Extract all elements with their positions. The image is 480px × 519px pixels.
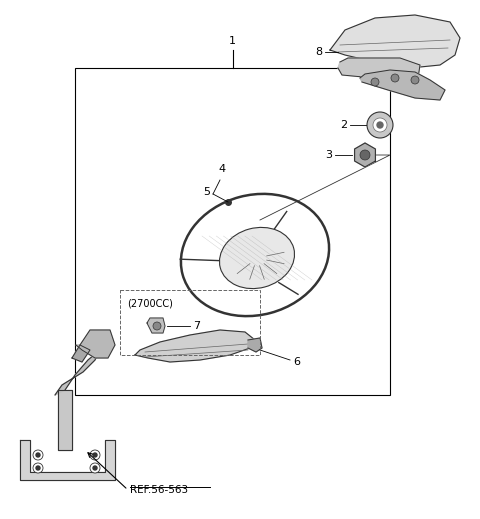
Circle shape [36, 466, 40, 470]
Circle shape [90, 463, 100, 473]
Polygon shape [338, 58, 420, 80]
Ellipse shape [219, 227, 295, 289]
Polygon shape [135, 330, 255, 362]
Bar [120, 290, 260, 355]
Circle shape [33, 463, 43, 473]
Text: REF.56-563: REF.56-563 [130, 485, 188, 495]
Polygon shape [72, 345, 90, 362]
Circle shape [360, 150, 370, 160]
Text: 5: 5 [203, 187, 210, 197]
Circle shape [90, 450, 100, 460]
Text: 1: 1 [229, 36, 236, 46]
Circle shape [93, 453, 97, 457]
Circle shape [367, 112, 393, 138]
Text: 2: 2 [340, 120, 347, 130]
Text: 6: 6 [293, 357, 300, 367]
Text: (2700CC): (2700CC) [127, 298, 173, 308]
Circle shape [36, 453, 40, 457]
Text: 7: 7 [193, 321, 200, 331]
Circle shape [93, 466, 97, 470]
Text: 3: 3 [325, 150, 332, 160]
Text: 4: 4 [218, 164, 226, 174]
Polygon shape [20, 440, 115, 480]
Polygon shape [58, 390, 72, 450]
Bar [75, 68, 390, 395]
Polygon shape [360, 70, 445, 100]
Polygon shape [55, 350, 100, 395]
Text: 8: 8 [315, 47, 322, 57]
Circle shape [33, 450, 43, 460]
Circle shape [391, 74, 399, 82]
Polygon shape [330, 15, 460, 68]
Polygon shape [76, 330, 115, 358]
Polygon shape [355, 143, 375, 167]
Polygon shape [147, 318, 165, 333]
Polygon shape [248, 338, 262, 352]
Circle shape [377, 122, 383, 128]
Circle shape [371, 78, 379, 86]
Circle shape [153, 322, 161, 330]
Circle shape [373, 118, 387, 132]
Circle shape [411, 76, 419, 84]
